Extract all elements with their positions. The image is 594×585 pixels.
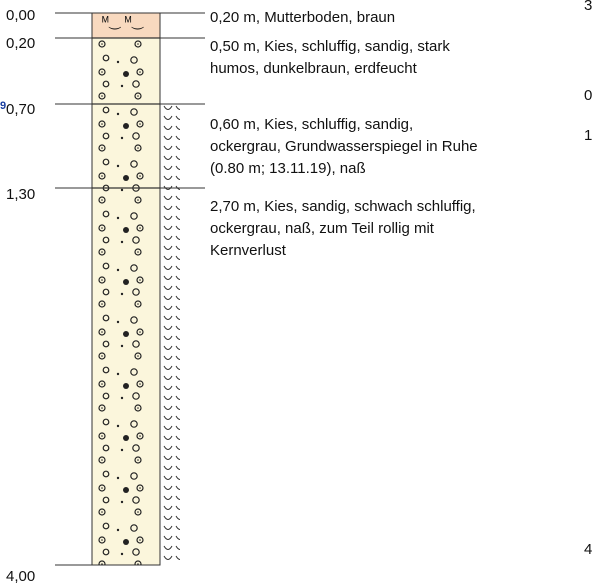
depth-label: 0,00 [6, 7, 35, 24]
log-content: 0,00 0,20 0,70 1,30 4,00 0,20 m, Mutterboden,… [0, 0, 592, 585]
edge-fragment: 3 [584, 0, 592, 14]
layer-description: 0,50 m, Kies, schluffig, sandig, stark [210, 38, 450, 55]
depth-label: 0,20 [6, 35, 35, 52]
wet-zone [162, 104, 180, 565]
depth-label: 1,30 [6, 186, 35, 203]
layer-description: (0.80 m; 13.11.19), naß [210, 160, 366, 177]
layer-description: 0,60 m, Kies, schluffig, sandig, [210, 116, 413, 133]
edge-fragment: 0 [584, 87, 592, 104]
gravel-pattern [92, 38, 160, 565]
edge-fragment: 1 [584, 127, 592, 144]
layer-description: ockergrau, Grundwasserspiegel in Ruhe [210, 138, 478, 155]
layer-description: humos, dunkelbraun, erdfeucht [210, 60, 418, 77]
layer-description: 0,20 m, Mutterboden, braun [210, 9, 395, 26]
edge-fragment: 9 [0, 100, 6, 112]
humus-symbol: ᴹ⏝ ᴹ⏝ [102, 13, 144, 30]
layer-description: ockergrau, naß, zum Teil rollig mit [210, 220, 435, 237]
layer-description: Kernverlust [210, 242, 287, 259]
layer-description: 2,70 m, Kies, sandig, schwach schluffig, [210, 198, 476, 215]
borehole-log: ᴹ⏝ ᴹ⏝ 0,00 0,20 0,70 1,30 4,00 0,20 m, Mutter… [0, 0, 594, 585]
depth-label: 0,70 [6, 101, 35, 118]
edge-fragment: 4 [584, 541, 592, 558]
depth-label: 4,00 [6, 568, 35, 585]
